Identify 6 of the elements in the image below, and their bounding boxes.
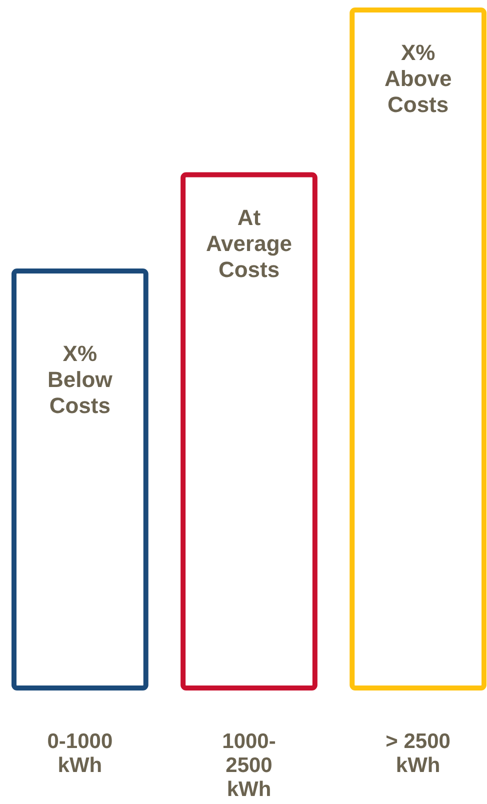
annotation: X% Below Costs — [48, 341, 114, 418]
x-tick-label: 0-1000 kWh — [47, 730, 113, 777]
annotation: At Average Costs — [206, 204, 292, 282]
x-tick-label: > 2500 kWh — [386, 730, 450, 777]
x-tick-label: 1000-2500 kWh — [222, 730, 276, 801]
annotation: X% Above Costs — [384, 40, 452, 117]
